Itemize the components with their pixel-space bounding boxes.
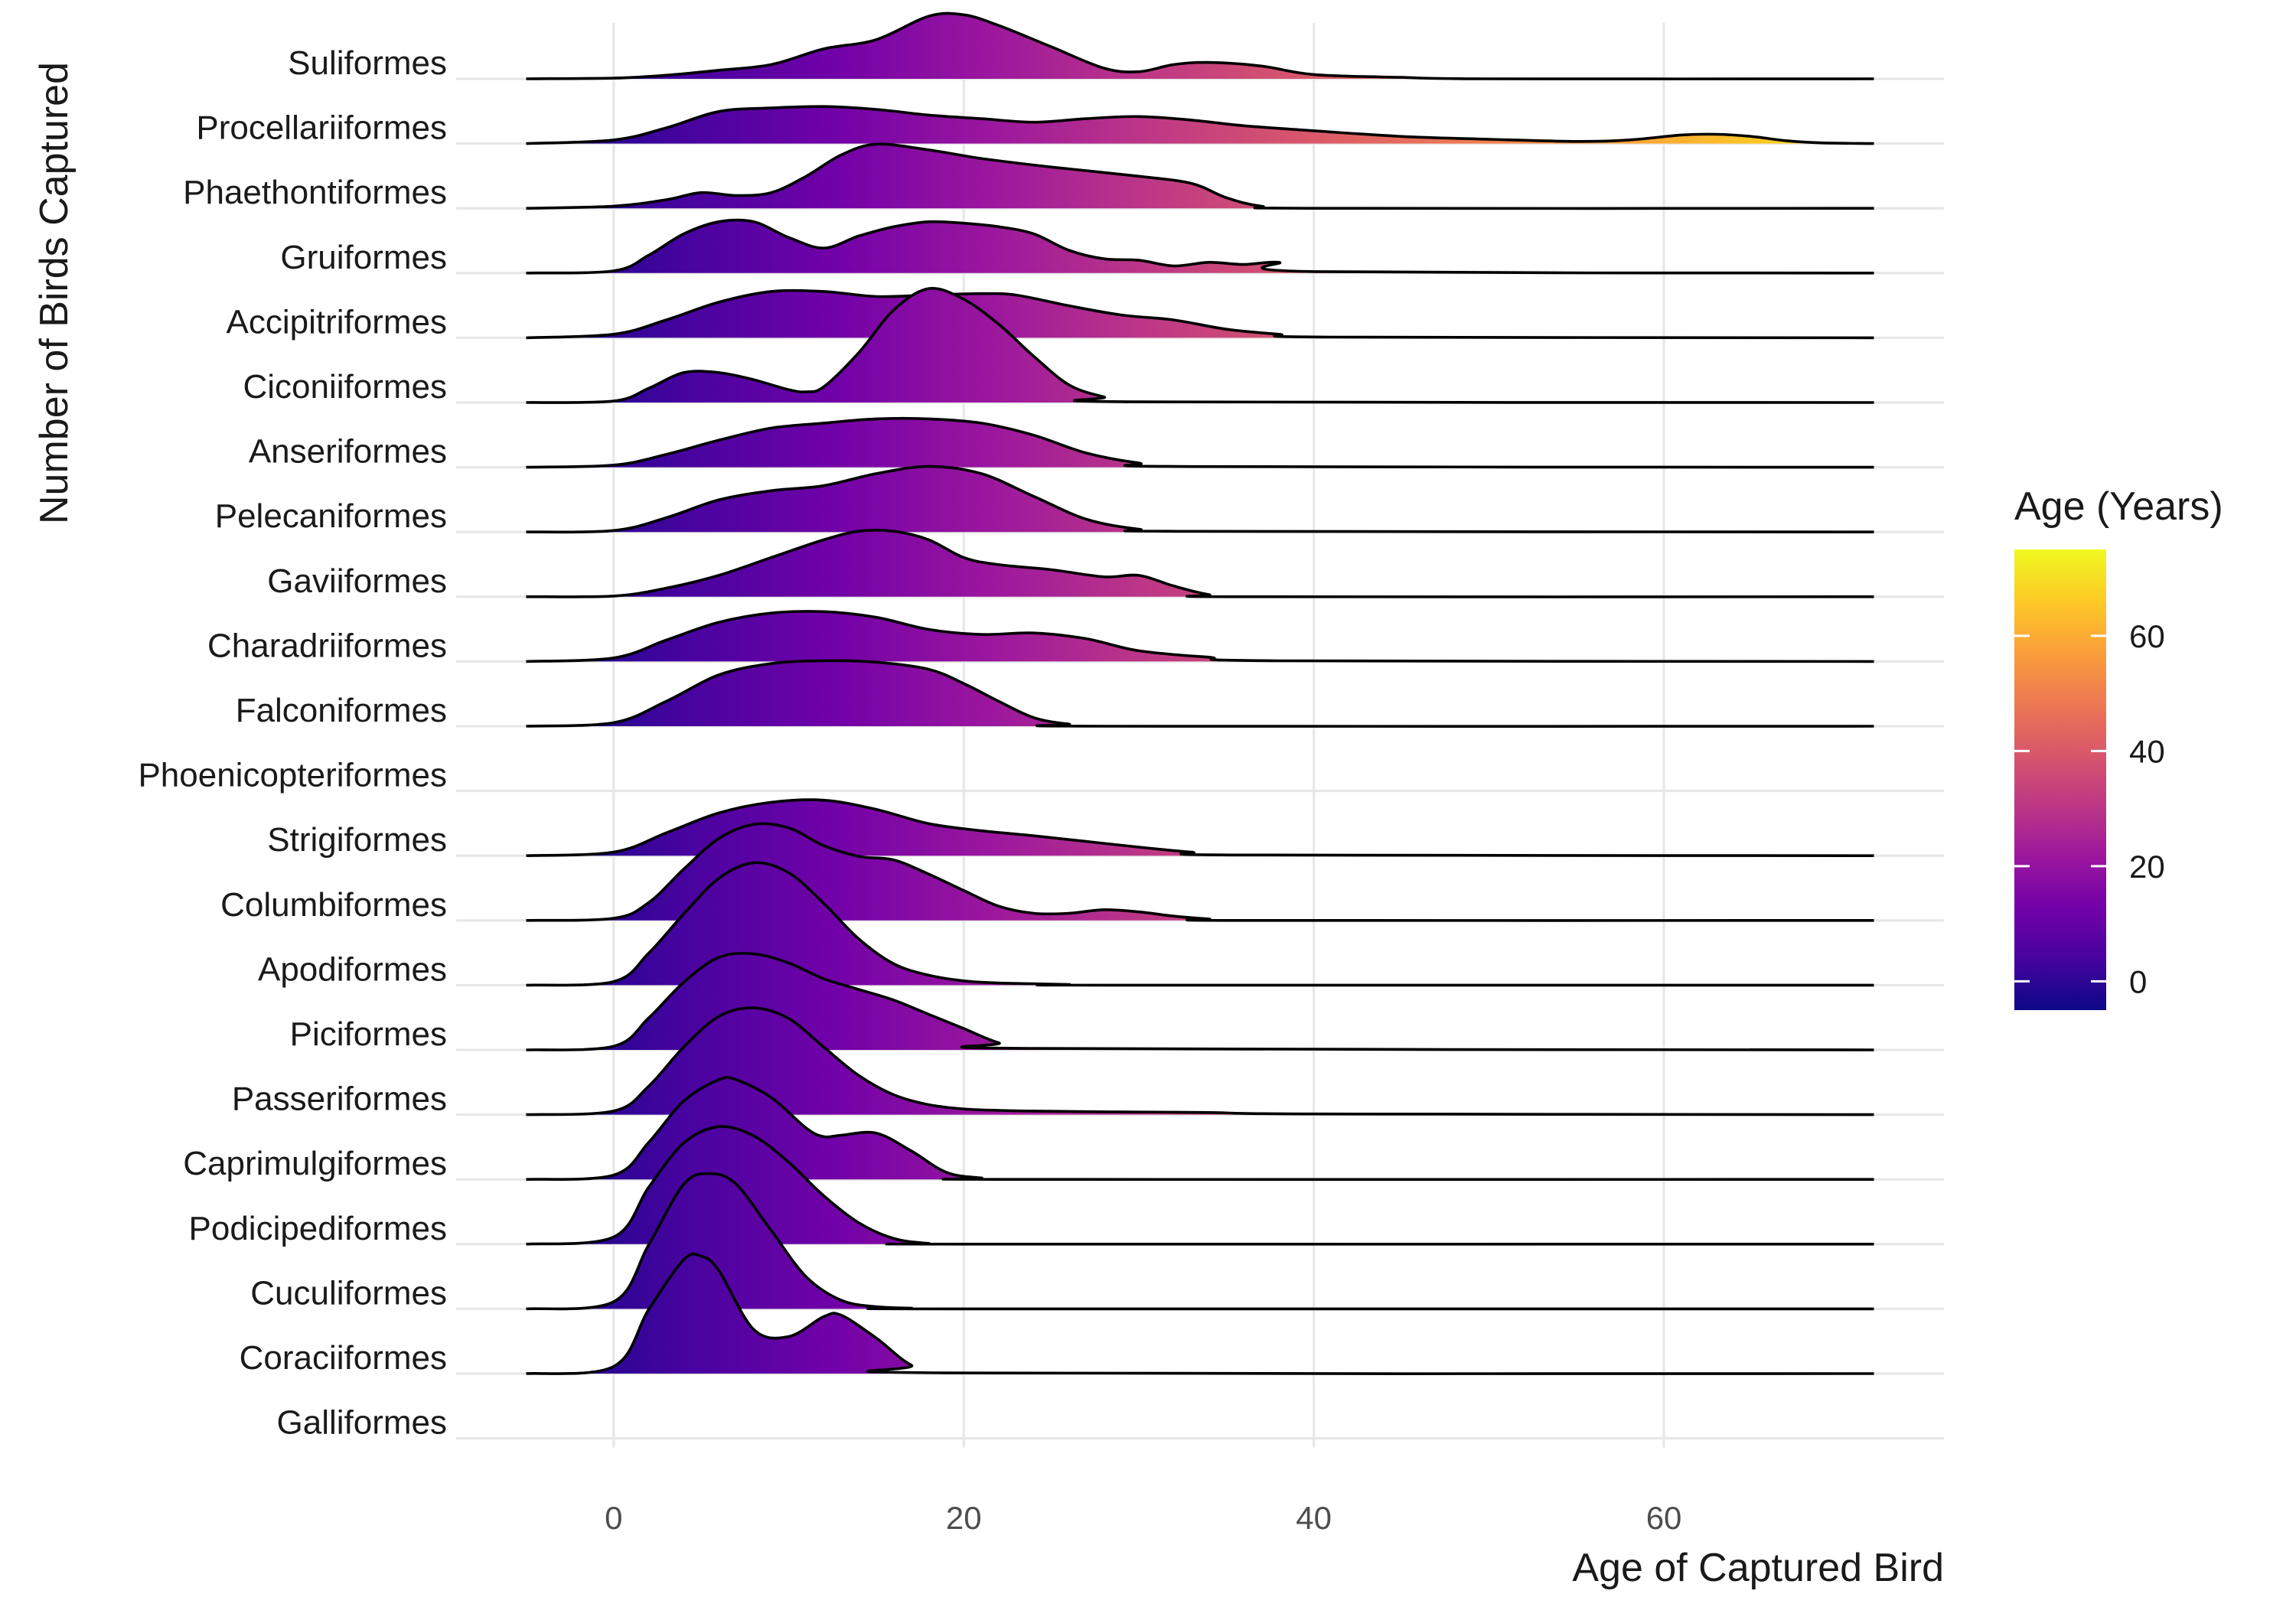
y-tick-label: Strigiformes xyxy=(267,821,447,859)
y-tick-label: Gruiformes xyxy=(280,239,447,276)
ridge-line-falconiformes xyxy=(526,659,1874,729)
ridge-fill-strigiformes xyxy=(526,800,1874,856)
x-tick-labels: 0 20 40 60 xyxy=(605,1500,1681,1536)
legend-ticks: 0 20 40 60 xyxy=(2014,618,2165,999)
x-tick-label: 60 xyxy=(1646,1500,1682,1536)
y-tick-label: Phoenicopteriformes xyxy=(138,757,447,794)
ridge-fill-piciformes xyxy=(526,953,1874,1051)
y-tick-label: Anseriformes xyxy=(249,433,447,471)
ridge-line-gaviiformes xyxy=(526,529,1874,598)
ridge-line-strigiformes xyxy=(526,798,1874,857)
ridge-line-accipitriformes xyxy=(526,288,1874,340)
ridge-line-charadriiformes xyxy=(526,610,1874,663)
y-tick-label: Gaviiformes xyxy=(267,562,447,600)
legend-title: Age (Years) xyxy=(2014,484,2223,529)
x-tick-label: 0 xyxy=(605,1500,622,1536)
legend-tick-label: 40 xyxy=(2129,733,2165,769)
ridge-fill-gruiformes xyxy=(526,220,1874,273)
ridge-line-anseriformes xyxy=(526,416,1874,469)
legend-tick-label: 60 xyxy=(2129,618,2165,654)
ridge-line-coraciiformes xyxy=(526,1252,1874,1375)
ridge-line-piciformes xyxy=(526,951,1874,1051)
ridge-fill-anseriformes xyxy=(526,418,1874,468)
ridge-fill-gaviiformes xyxy=(526,530,1874,598)
ridge-line-procellariiformes xyxy=(526,105,1874,145)
x-tick-label: 20 xyxy=(946,1500,982,1536)
ridge-line-columbiformes xyxy=(526,822,1874,922)
legend-tick-label: 20 xyxy=(2129,849,2165,885)
y-tick-label: Accipitriformes xyxy=(227,303,448,341)
y-tick-label: Podicipediformes xyxy=(189,1210,448,1247)
ridge-line-passeriformes xyxy=(526,1006,1874,1116)
ridge-fill-caprimulgiformes xyxy=(526,1077,1874,1180)
x-axis-title: Age of Captured Bird xyxy=(1572,1546,1944,1590)
y-tick-label: Ciconiiformes xyxy=(243,368,447,406)
y-tick-label: Galliformes xyxy=(277,1404,448,1442)
legend-tick-label: 0 xyxy=(2129,963,2147,999)
ridge-fill-apodiformes xyxy=(526,862,1874,986)
y-axis-title: Number of Birds Captured xyxy=(32,62,77,524)
color-legend: Age (Years) 0 20 40 60 xyxy=(2014,484,2223,1010)
ridge-line-phaethontiformes xyxy=(526,142,1874,210)
ridge-fill-phaethontiformes xyxy=(526,144,1874,209)
y-tick-labels: Suliformes Procellariiformes Phaethontifor… xyxy=(138,44,447,1442)
ridge-fill-falconiformes xyxy=(526,660,1874,727)
ridge-line-pelecaniformes xyxy=(526,464,1874,534)
ridge-fill-charadriiformes xyxy=(526,611,1874,662)
ridge-fill-pelecaniformes xyxy=(526,466,1874,533)
ridge-fill-suliformes xyxy=(526,13,1874,80)
ridge-line-suliformes xyxy=(526,11,1874,80)
y-tick-label: Piciformes xyxy=(290,1015,447,1053)
ridge-fill-accipitriformes xyxy=(526,290,1874,338)
ridge-layer xyxy=(526,11,1874,1375)
y-tick-label: Pelecaniformes xyxy=(215,497,447,535)
ridge-fill-ciconiiformes xyxy=(526,288,1874,403)
ridge-line-gruiformes xyxy=(526,218,1874,275)
ridge-line-caprimulgiformes xyxy=(526,1075,1874,1182)
y-tick-label: Passeriformes xyxy=(232,1081,447,1118)
y-tick-label: Coraciiformes xyxy=(240,1339,447,1377)
legend-colorbar xyxy=(2014,549,2106,1010)
ridge-fill-columbiformes xyxy=(526,823,1874,921)
y-tick-label: Falconiformes xyxy=(236,692,447,729)
x-tick-label: 40 xyxy=(1296,1500,1332,1536)
y-tick-label: Procellariiformes xyxy=(196,109,447,147)
ridge-line-ciconiiformes xyxy=(526,287,1874,404)
ridge-line-podicipediformes xyxy=(526,1125,1874,1246)
y-tick-label: Caprimulgiformes xyxy=(183,1145,447,1182)
y-tick-label: Cuculiformes xyxy=(250,1274,447,1312)
y-tick-label: Phaethontiformes xyxy=(183,174,447,211)
y-tick-label: Apodiformes xyxy=(258,950,447,988)
y-tick-label: Columbiformes xyxy=(220,886,447,924)
ridge-fill-coraciiformes xyxy=(526,1253,1874,1374)
ridge-fill-passeriformes xyxy=(526,1008,1874,1115)
y-tick-label: Suliformes xyxy=(288,44,447,82)
ridge-line-cuculiformes xyxy=(526,1172,1874,1311)
ridge-fill-procellariiformes xyxy=(526,106,1874,144)
ridge-line-apodiformes xyxy=(526,861,1874,987)
y-tick-label: Charadriiformes xyxy=(207,627,447,664)
